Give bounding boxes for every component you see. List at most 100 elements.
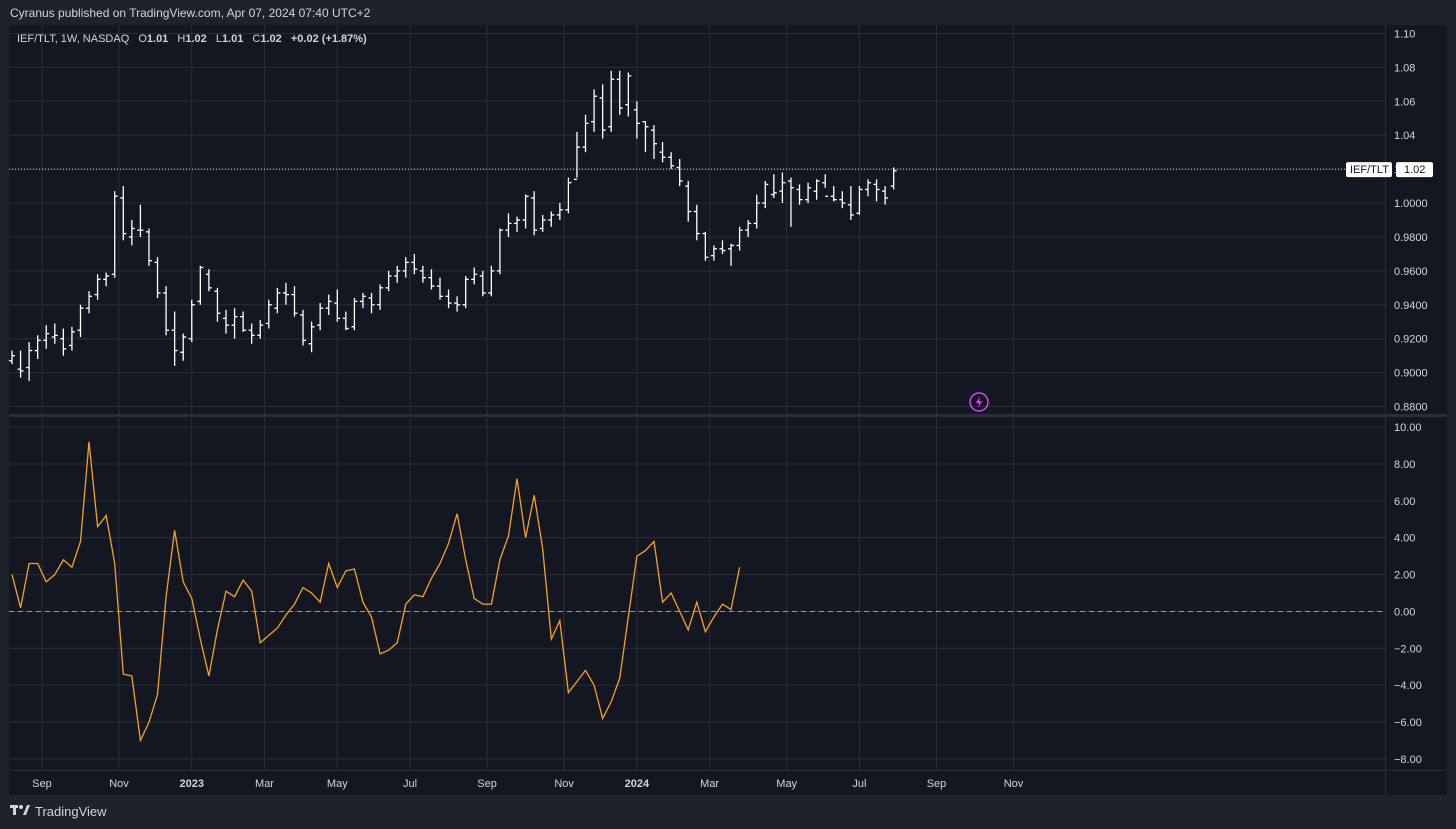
ohlc-bar[interactable]	[787, 177, 794, 227]
ohlc-bar[interactable]	[154, 257, 161, 298]
ohlc-bar[interactable]	[796, 184, 803, 205]
oscillator-series-line[interactable]	[11, 441, 741, 743]
ohlc-bar[interactable]	[137, 204, 144, 237]
ohlc-bar[interactable]	[9, 350, 15, 365]
ohlc-bar[interactable]	[317, 303, 324, 331]
ohlc-bar[interactable]	[248, 323, 255, 344]
ohlc-bar[interactable]	[94, 274, 101, 300]
ohlc-bar[interactable]	[51, 323, 58, 344]
ohlc-bar[interactable]	[86, 291, 93, 314]
ohlc-bar[interactable]	[402, 257, 409, 278]
ohlc-bar[interactable]	[710, 245, 717, 261]
ohlc-bar[interactable]	[847, 186, 854, 220]
ohlc-bar[interactable]	[223, 309, 229, 334]
ohlc-bar[interactable]	[805, 182, 812, 204]
ohlc-bar[interactable]	[608, 70, 615, 132]
ohlc-bar[interactable]	[573, 131, 580, 180]
ohlc-bar[interactable]	[770, 174, 777, 198]
ohlc-bar[interactable]	[505, 213, 512, 237]
ohlc-bar[interactable]	[171, 311, 178, 366]
ohlc-bar[interactable]	[548, 211, 555, 227]
ohlc-bar[interactable]	[77, 304, 84, 337]
ohlc-bar[interactable]	[145, 228, 152, 266]
ohlc-bar[interactable]	[531, 191, 538, 236]
ohlc-bar[interactable]	[471, 267, 478, 285]
ohlc-bar[interactable]	[693, 204, 700, 241]
ohlc-bar[interactable]	[625, 72, 632, 117]
ohlc-bar[interactable]	[736, 226, 743, 251]
ohlc-bar[interactable]	[488, 265, 495, 297]
ohlc-bar[interactable]	[120, 186, 127, 241]
ohlc-bar[interactable]	[873, 179, 880, 202]
ohlc-bar[interactable]	[60, 328, 67, 356]
ohlc-bar[interactable]	[454, 296, 461, 312]
ohlc-bar[interactable]	[428, 269, 435, 290]
ohlc-bar[interactable]	[522, 194, 529, 229]
ohlc-bar[interactable]	[351, 298, 358, 331]
ohlc-bar[interactable]	[830, 186, 837, 202]
ohlc-bar[interactable]	[479, 270, 486, 297]
ohlc-bar[interactable]	[300, 309, 307, 346]
chart-frame[interactable]: Sep Nov 2023 Mar May Jul Sep Nov 2024 Mar May Jul Se…	[9, 25, 1447, 795]
ohlc-bar[interactable]	[265, 299, 272, 329]
ohlc-bar[interactable]	[514, 216, 521, 232]
ohlc-bar[interactable]	[394, 265, 401, 283]
ohlc-bar[interactable]	[813, 179, 820, 200]
ohlc-bar[interactable]	[685, 181, 692, 222]
ohlc-bar[interactable]	[651, 125, 657, 159]
ohlc-bar[interactable]	[702, 231, 709, 261]
ohlc-bar[interactable]	[180, 333, 187, 361]
ohlc-bar[interactable]	[565, 177, 572, 214]
ohlc-bar[interactable]	[26, 342, 33, 382]
ohlc-bar[interactable]	[197, 265, 204, 305]
ohlc-bar[interactable]	[257, 320, 264, 339]
ohlc-bar[interactable]	[882, 186, 889, 205]
ohlc-bar[interactable]	[719, 240, 726, 254]
ohlc-bar[interactable]	[591, 89, 598, 132]
ohlc-bar[interactable]	[282, 282, 289, 305]
ohlc-bar[interactable]	[334, 289, 341, 322]
ohlc-bar[interactable]	[616, 70, 623, 115]
ohlc-bar[interactable]	[865, 179, 871, 197]
ohlc-bar[interactable]	[17, 350, 24, 378]
chart-canvas[interactable]: Sep Nov 2023 Mar May Jul Sep Nov 2024 Mar May Jul Se…	[9, 25, 1447, 795]
ohlc-bar[interactable]	[762, 181, 769, 209]
ohlc-bar[interactable]	[539, 214, 546, 232]
ohlc-bar[interactable]	[496, 228, 503, 275]
ohlc-bar[interactable]	[274, 287, 281, 314]
ohlc-bar[interactable]	[342, 311, 349, 331]
ohlc-bar[interactable]	[205, 269, 212, 292]
ohlc-bar[interactable]	[163, 286, 170, 336]
ohlc-bar[interactable]	[325, 294, 332, 315]
ohlc-bar[interactable]	[633, 101, 640, 139]
ohlc-bar[interactable]	[43, 325, 50, 349]
ohlc-bar[interactable]	[103, 272, 110, 287]
ohlc-bar[interactable]	[599, 84, 606, 139]
ohlc-bar[interactable]	[745, 220, 752, 237]
ohlc-bar[interactable]	[728, 243, 735, 266]
ohlc-bar[interactable]	[856, 186, 863, 215]
ohlc-bar[interactable]	[359, 292, 366, 309]
ohlc-bar[interactable]	[676, 158, 683, 187]
ohlc-bar[interactable]	[582, 114, 589, 153]
ohlc-bar[interactable]	[214, 287, 221, 322]
ohlc-bar[interactable]	[779, 172, 786, 204]
lightning-alert-icon[interactable]	[969, 392, 989, 412]
ohlc-bar[interactable]	[411, 253, 418, 275]
ohlc-bar[interactable]	[128, 220, 135, 246]
ohlc-bar[interactable]	[419, 265, 426, 283]
ohlc-bar[interactable]	[839, 191, 846, 209]
ohlc-bar[interactable]	[445, 289, 452, 309]
ohlc-bar[interactable]	[68, 326, 75, 351]
ohlc-bar[interactable]	[308, 321, 315, 353]
ohlc-bar[interactable]	[240, 311, 247, 332]
ohlc-bar[interactable]	[642, 121, 649, 153]
ohlc-bar[interactable]	[188, 299, 195, 343]
ohlc-bar[interactable]	[659, 142, 666, 163]
ohlc-bar[interactable]	[291, 286, 298, 317]
ohlc-bar[interactable]	[890, 167, 897, 190]
ohlc-bar[interactable]	[368, 292, 375, 314]
ohlc-bar[interactable]	[231, 308, 238, 339]
ohlc-bar[interactable]	[462, 275, 469, 309]
ohlc-bar[interactable]	[34, 335, 41, 360]
